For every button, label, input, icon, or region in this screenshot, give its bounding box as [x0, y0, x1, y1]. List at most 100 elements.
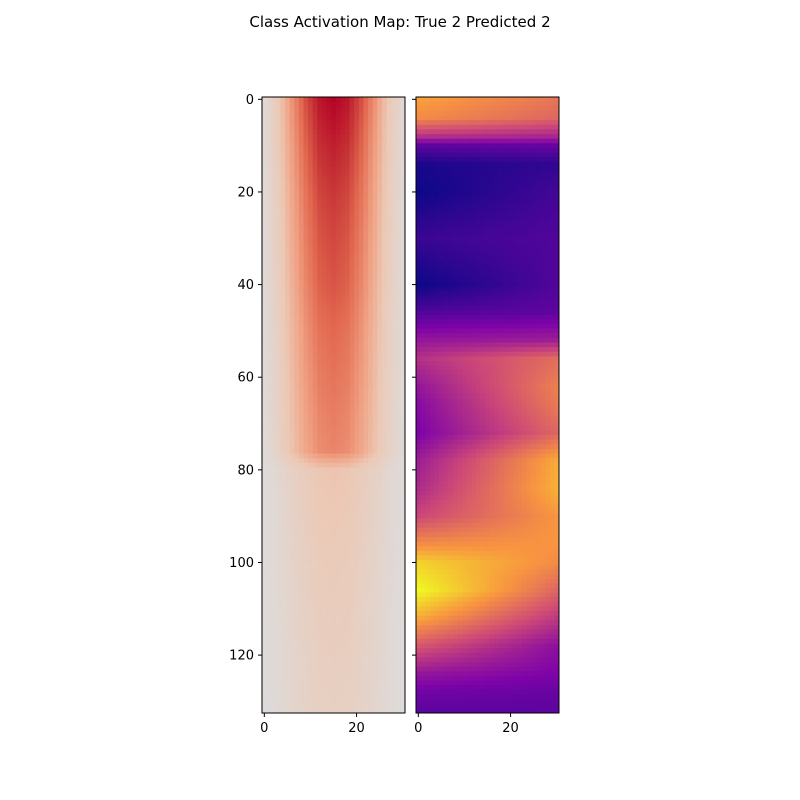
- input-cell: [317, 458, 323, 464]
- input-cell: [308, 402, 314, 408]
- input-cell: [321, 129, 327, 135]
- input-cell: [289, 513, 295, 519]
- cam-cell: [494, 101, 500, 107]
- cam-cell: [512, 194, 518, 200]
- input-cell: [377, 564, 383, 570]
- cam-cell: [545, 138, 551, 144]
- input-cell: [345, 509, 351, 515]
- input-cell: [335, 638, 341, 644]
- input-cell: [349, 337, 355, 343]
- input-cell: [391, 574, 397, 580]
- input-cell: [368, 513, 374, 519]
- input-cell: [285, 671, 291, 677]
- input-cell: [368, 662, 374, 668]
- input-cell: [317, 421, 323, 427]
- input-cell: [335, 611, 341, 617]
- input-cell: [368, 277, 374, 283]
- input-cell: [331, 323, 337, 329]
- input-cell: [303, 143, 309, 149]
- input-cell: [335, 708, 341, 714]
- cam-cell: [549, 138, 555, 144]
- input-cell: [317, 560, 323, 566]
- input-cell: [289, 198, 295, 204]
- cam-cell: [471, 208, 477, 214]
- input-cell: [381, 615, 387, 621]
- input-cell: [400, 356, 406, 362]
- input-cell: [312, 263, 318, 269]
- input-cell: [262, 499, 268, 505]
- input-cell: [294, 546, 300, 552]
- cam-cell: [494, 171, 500, 177]
- cam-cell: [522, 152, 528, 158]
- input-cell: [381, 319, 387, 325]
- input-cell: [294, 273, 300, 279]
- input-cell: [275, 523, 281, 529]
- input-cell: [377, 458, 383, 464]
- input-cell: [381, 152, 387, 158]
- input-cell: [340, 472, 346, 478]
- cam-cell: [535, 189, 541, 195]
- input-cell: [335, 675, 341, 681]
- input-cell: [368, 175, 374, 181]
- cam-cell: [549, 147, 555, 153]
- input-cell: [275, 708, 281, 714]
- cam-cell: [503, 171, 509, 177]
- input-cell: [391, 189, 397, 195]
- input-cell: [271, 115, 277, 121]
- input-cell: [262, 222, 268, 228]
- input-cell: [285, 472, 291, 478]
- input-cell: [400, 310, 406, 316]
- input-cell: [363, 361, 369, 367]
- cam-cell: [554, 203, 560, 209]
- cam-cell: [545, 101, 551, 107]
- input-cell: [345, 638, 351, 644]
- input-cell: [298, 129, 304, 135]
- cam-cell: [503, 134, 509, 140]
- input-cell: [335, 453, 341, 459]
- input-cell: [331, 643, 337, 649]
- input-cell: [400, 643, 406, 649]
- input-cell: [372, 277, 378, 283]
- input-cell: [317, 518, 323, 524]
- cam-cell: [434, 138, 440, 144]
- input-cell: [298, 435, 304, 441]
- input-cell: [400, 601, 406, 607]
- input-cell: [326, 314, 332, 320]
- input-cell: [363, 541, 369, 547]
- input-cell: [381, 411, 387, 417]
- input-cell: [395, 430, 401, 436]
- input-cell: [368, 527, 374, 533]
- input-cell: [294, 518, 300, 524]
- cam-cell: [471, 161, 477, 167]
- input-cell: [289, 370, 295, 376]
- input-cell: [372, 601, 378, 607]
- input-cell: [377, 185, 383, 191]
- cam-cell: [549, 171, 555, 177]
- input-cell: [312, 699, 318, 705]
- cam-cell: [475, 134, 481, 140]
- input-cell: [391, 398, 397, 404]
- input-cell: [335, 161, 341, 167]
- input-cell: [285, 249, 291, 255]
- input-cell: [354, 134, 360, 140]
- cam-cell: [545, 115, 551, 121]
- input-cell: [377, 462, 383, 468]
- input-cell: [303, 537, 309, 543]
- input-cell: [326, 171, 332, 177]
- input-cell: [391, 472, 397, 478]
- cam-cell: [443, 147, 449, 153]
- input-cell: [266, 268, 272, 274]
- input-cell: [308, 157, 314, 163]
- input-cell: [391, 300, 397, 306]
- input-cell: [368, 416, 374, 422]
- input-cell: [395, 217, 401, 223]
- cam-cell: [549, 175, 555, 181]
- input-cell: [308, 198, 314, 204]
- input-cell: [275, 365, 281, 371]
- input-cell: [262, 365, 268, 371]
- cam-cell: [485, 180, 491, 186]
- input-cell: [298, 212, 304, 218]
- input-cell: [372, 421, 378, 427]
- input-cell: [363, 235, 369, 241]
- input-cell: [275, 171, 281, 177]
